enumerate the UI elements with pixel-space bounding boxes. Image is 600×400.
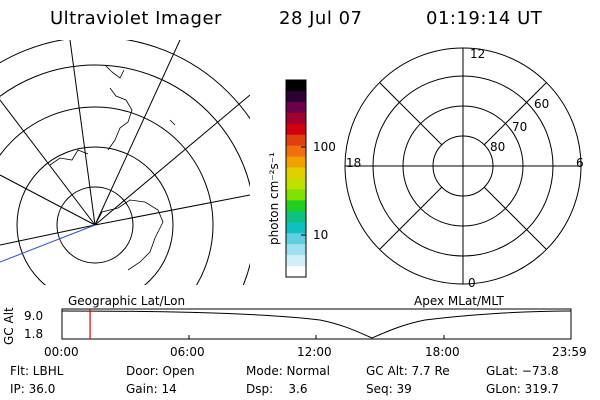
lon-line bbox=[0, 99, 96, 226]
colorbar-unit-label: photon cm⁻²s⁻¹ bbox=[267, 152, 281, 245]
lat-circle bbox=[0, 64, 250, 285]
timeline-x-tick: 18:00 bbox=[425, 345, 460, 359]
app-title: Ultraviolet Imager bbox=[50, 8, 222, 29]
header-date: 28 Jul 07 bbox=[279, 8, 363, 29]
colorbar-swatch bbox=[286, 266, 306, 278]
timeline-y-tick: 1.8 bbox=[24, 327, 44, 341]
coastline bbox=[104, 64, 125, 79]
mlt-label-12: 12 bbox=[470, 47, 486, 61]
colorbar-swatch bbox=[286, 80, 306, 92]
timeline-x-tick: 12:00 bbox=[297, 345, 332, 359]
colorbar-swatch bbox=[286, 123, 306, 136]
colorbar-swatch bbox=[286, 134, 306, 147]
colorbar-swatch bbox=[286, 145, 306, 158]
colorbar-swatch bbox=[286, 189, 306, 201]
glat-status: GLat: −73.8 bbox=[486, 364, 559, 378]
lon-line bbox=[0, 224, 96, 246]
timeline-x-tick: 06:00 bbox=[170, 345, 205, 359]
colorbar-swatch bbox=[286, 112, 306, 125]
lat-circle bbox=[16, 146, 174, 285]
altitude-curve bbox=[61, 310, 572, 339]
timeline-y-tick: 9.0 bbox=[24, 309, 44, 323]
gain-status: Gain: 14 bbox=[126, 382, 177, 396]
colorbar-swatch bbox=[286, 255, 306, 267]
colorbar bbox=[286, 80, 306, 278]
colorbar-tick-label: 100 bbox=[313, 140, 336, 154]
mode-status: Mode: Normal bbox=[246, 364, 330, 378]
colorbar-swatch bbox=[286, 101, 306, 114]
lat-circle bbox=[0, 106, 214, 285]
lon-line bbox=[94, 194, 250, 226]
gc-alt-status: GC Alt: 7.7 Re bbox=[366, 364, 450, 378]
left-panel-label: Geographic Lat/Lon bbox=[68, 294, 186, 308]
colorbar-swatch bbox=[286, 156, 306, 169]
lon-line bbox=[94, 40, 181, 226]
mlt-label-6: 6 bbox=[576, 156, 584, 170]
mlat-mlt-grid bbox=[344, 47, 582, 285]
colorbar-swatch bbox=[286, 244, 306, 256]
coastline bbox=[49, 149, 89, 166]
lon-line bbox=[94, 94, 250, 226]
lon-line bbox=[69, 40, 96, 226]
glon-status: GLon: 319.7 bbox=[486, 382, 559, 396]
timeline-x-tick: 00:00 bbox=[44, 345, 79, 359]
colorbar-swatch bbox=[286, 178, 306, 190]
mlat-label-80: 80 bbox=[490, 140, 506, 154]
mlat-label-60: 60 bbox=[534, 97, 550, 111]
colorbar-swatch bbox=[286, 222, 306, 234]
colorbar-swatch bbox=[286, 200, 306, 212]
mlt-label-0: 0 bbox=[468, 276, 476, 290]
mlat-label-70: 70 bbox=[512, 120, 528, 134]
colorbar-tick-label: 10 bbox=[313, 228, 329, 242]
timeline-x-tick: 23:59 bbox=[552, 345, 587, 359]
coastline bbox=[94, 199, 164, 271]
ip-status: IP: 36.0 bbox=[10, 382, 56, 396]
coastline bbox=[169, 119, 176, 126]
lat-circle bbox=[0, 40, 250, 120]
coastline bbox=[107, 87, 133, 151]
satellite-track bbox=[0, 224, 96, 263]
mlt-label-18: 18 bbox=[346, 156, 362, 170]
lon-line bbox=[0, 174, 96, 226]
seq-status: Seq: 39 bbox=[366, 382, 412, 396]
colorbar-swatch bbox=[286, 90, 306, 103]
door-status: Door: Open bbox=[126, 364, 195, 378]
right-panel-label: Apex MLat/MLT bbox=[414, 294, 504, 308]
dsp-status: Dsp: 3.6 bbox=[246, 382, 308, 396]
colorbar-swatch bbox=[286, 233, 306, 245]
colorbar-swatch bbox=[286, 167, 306, 179]
timeline-y-label: GC Alt bbox=[2, 307, 16, 345]
header-time: 01:19:14 UT bbox=[426, 8, 543, 29]
lat-circle bbox=[56, 186, 134, 264]
filter-status: Flt: LBHL bbox=[10, 364, 64, 378]
colorbar-swatch bbox=[286, 211, 306, 223]
